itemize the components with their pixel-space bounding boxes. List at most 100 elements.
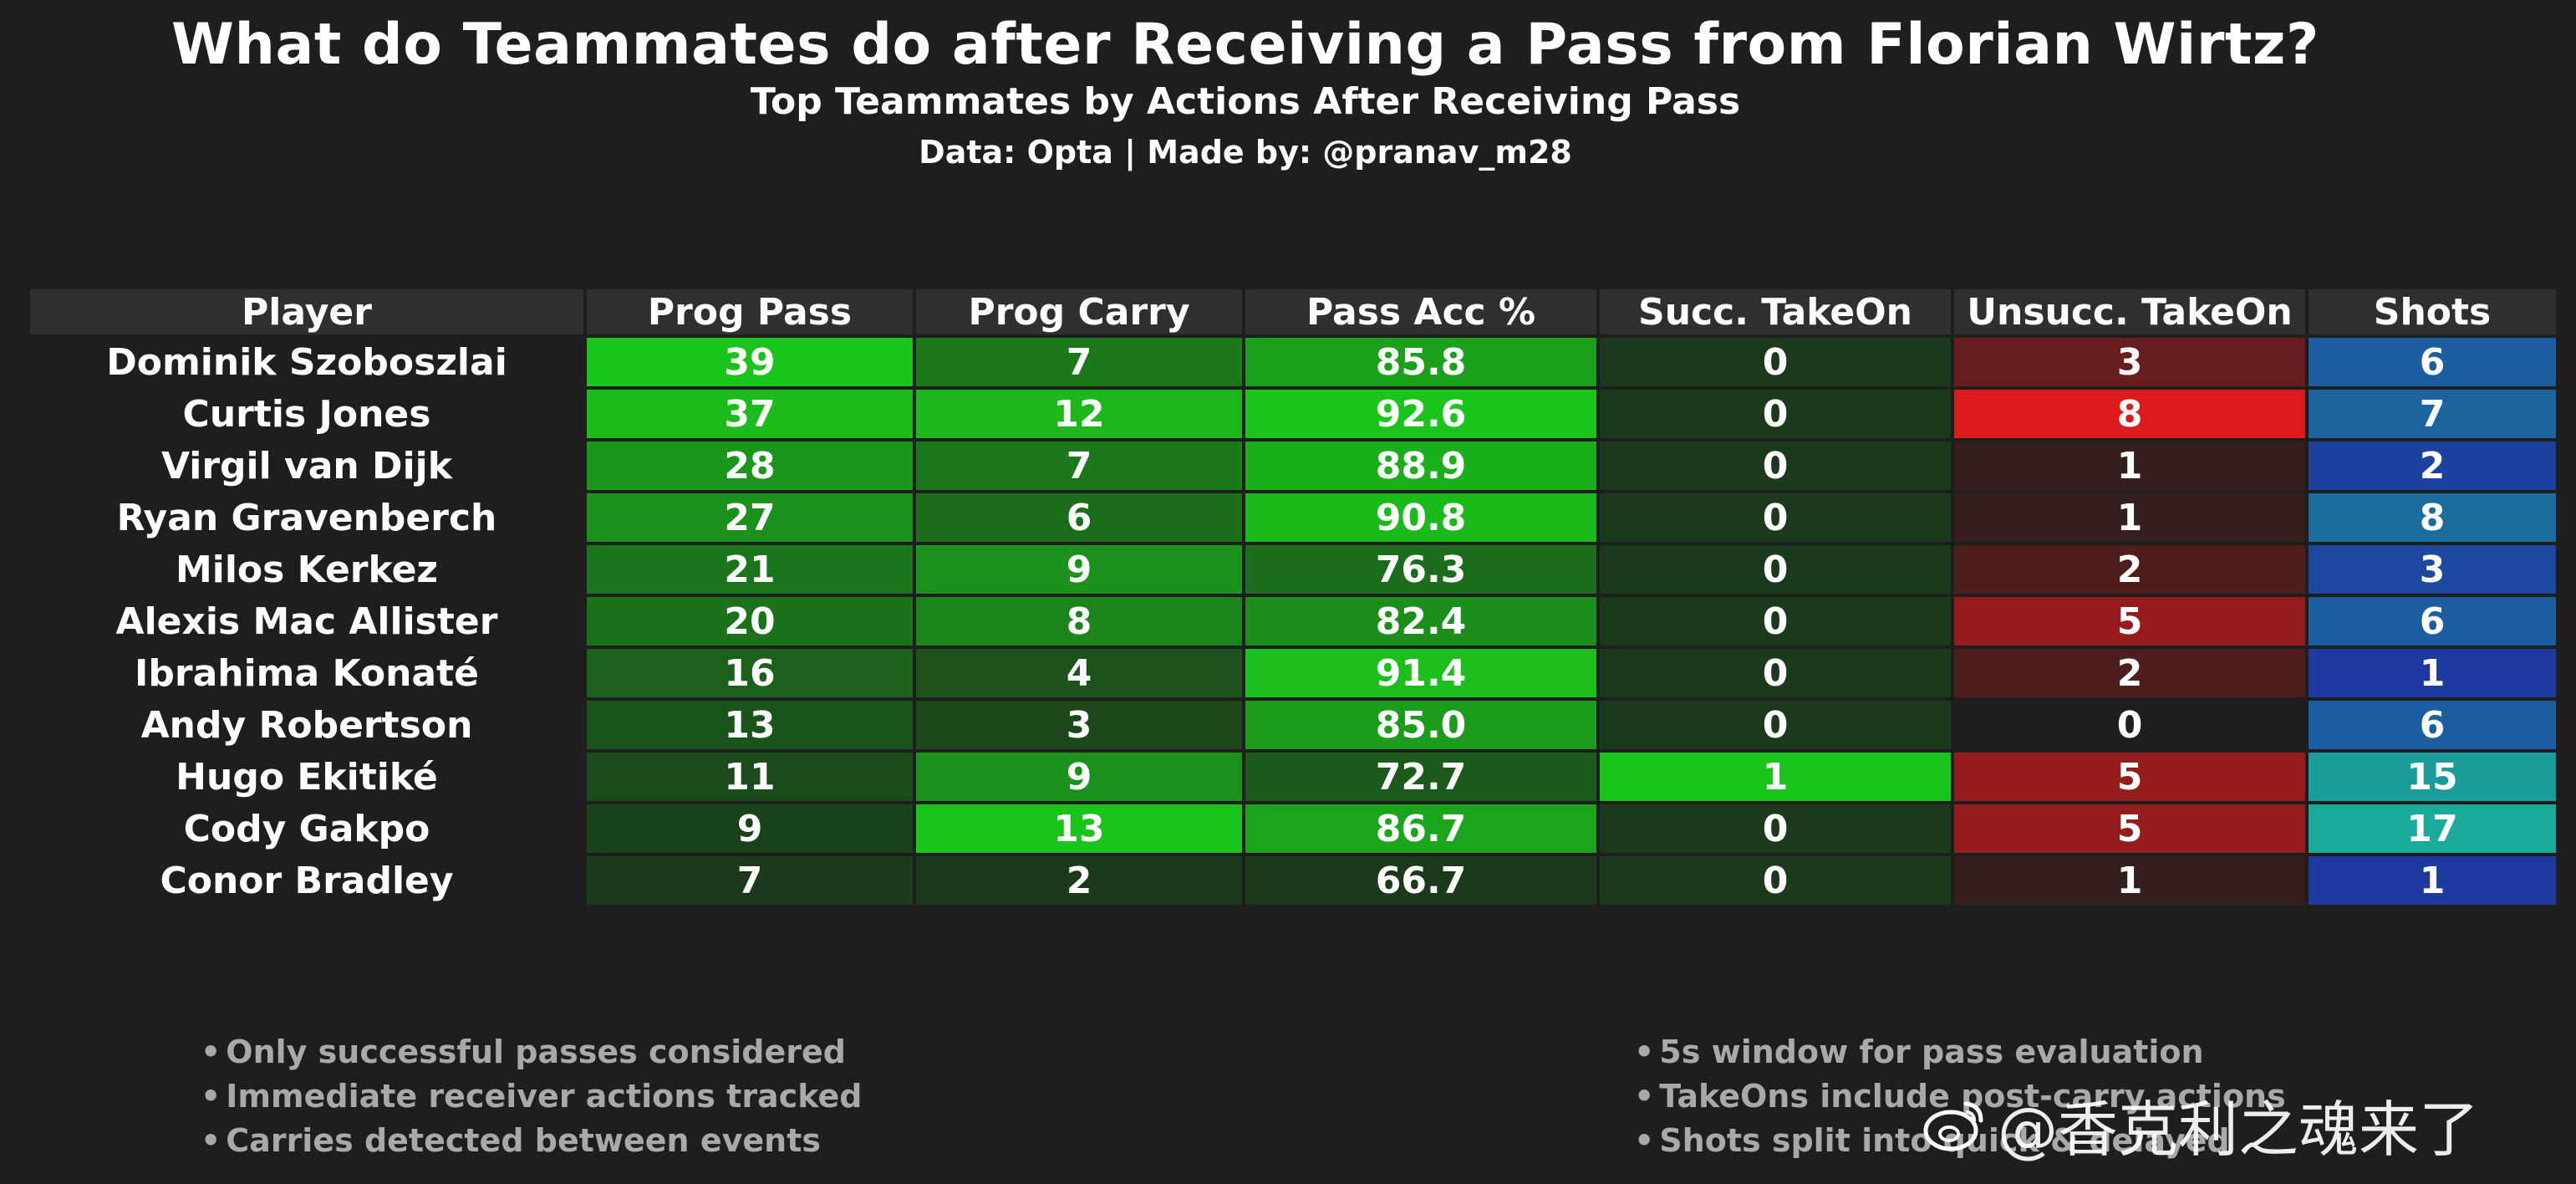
col-header-pass-acc: Pass Acc % <box>1245 289 1596 334</box>
player-name: Alexis Mac Allister <box>115 600 498 643</box>
col-header-succ-takeon: Succ. TakeOn <box>1600 289 1951 334</box>
cell-shots: 17 <box>2309 804 2556 853</box>
cell-prog-pass: 20 <box>587 597 913 646</box>
table-row: Cody Gakpo 9 13 86.7 0 5 17 <box>30 804 2556 853</box>
cell-pass-acc: 76.3 <box>1245 545 1596 594</box>
cell-pass-acc: 82.4 <box>1245 597 1596 646</box>
table-row: Curtis Jones 37 12 92.6 0 8 7 <box>30 390 2556 438</box>
cell-prog-pass: 27 <box>587 493 913 542</box>
bullet-icon: • <box>201 1033 221 1070</box>
bullet-icon: • <box>201 1122 221 1159</box>
player-name: Ryan Gravenberch <box>116 496 497 539</box>
cell-prog-carry: 8 <box>916 597 1242 646</box>
cell-unsucc-takeon: 2 <box>1954 649 2305 697</box>
player-name: Hugo Ekitiké <box>176 755 438 799</box>
cell-succ-takeon: 0 <box>1600 804 1951 853</box>
note-item: • Immediate receiver actions tracked <box>201 1078 863 1115</box>
cell-pass-acc: 91.4 <box>1245 649 1596 697</box>
note-item: • Only successful passes considered <box>201 1033 846 1070</box>
cell-unsucc-takeon: 8 <box>1954 390 2305 438</box>
cell-prog-pass: 28 <box>587 441 913 490</box>
cell-prog-pass: 7 <box>587 856 913 905</box>
cell-prog-pass: 11 <box>587 753 913 801</box>
cell-unsucc-takeon: 3 <box>1954 338 2305 386</box>
cell-succ-takeon: 0 <box>1600 390 1951 438</box>
player-name: Andy Robertson <box>140 703 473 747</box>
cell-shots: 6 <box>2309 338 2556 386</box>
table-row: Dominik Szoboszlai 39 7 85.8 0 3 6 <box>30 338 2556 386</box>
player-name: Virgil van Dijk <box>160 444 452 487</box>
table-row: Andy Robertson 13 3 85.0 0 0 6 <box>30 701 2556 749</box>
cell-succ-takeon: 0 <box>1600 441 1951 490</box>
table-row: Conor Bradley 7 2 66.7 0 1 1 <box>30 856 2556 905</box>
chart-credit: Data: Opta | Made by: @pranav_m28 <box>919 134 1572 171</box>
cell-pass-acc: 88.9 <box>1245 441 1596 490</box>
cell-unsucc-takeon: 1 <box>1954 441 2305 490</box>
cell-unsucc-takeon: 1 <box>1954 856 2305 905</box>
cell-unsucc-takeon: 5 <box>1954 753 2305 801</box>
cell-prog-pass: 37 <box>587 390 913 438</box>
cell-unsucc-takeon: 5 <box>1954 804 2305 853</box>
cell-unsucc-takeon: 0 <box>1954 701 2305 749</box>
cell-prog-carry: 4 <box>916 649 1242 697</box>
cell-shots: 6 <box>2309 597 2556 646</box>
col-header-prog-carry: Prog Carry <box>916 289 1242 334</box>
cell-shots: 15 <box>2309 753 2556 801</box>
bullet-icon: • <box>1634 1033 1655 1070</box>
cell-succ-takeon: 0 <box>1600 856 1951 905</box>
table-row: Alexis Mac Allister 20 8 82.4 0 5 6 <box>30 597 2556 646</box>
note-item: • Carries detected between events <box>201 1122 821 1159</box>
cell-succ-takeon: 0 <box>1600 597 1951 646</box>
player-name: Milos Kerkez <box>175 548 439 591</box>
player-name: Ibrahima Konaté <box>135 651 479 695</box>
note-item: • TakeOns include post-carry actions <box>1634 1078 2286 1115</box>
col-header-prog-pass: Prog Pass <box>587 289 913 334</box>
cell-pass-acc: 72.7 <box>1245 753 1596 801</box>
cell-succ-takeon: 0 <box>1600 545 1951 594</box>
cell-prog-carry: 3 <box>916 701 1242 749</box>
cell-shots: 6 <box>2309 701 2556 749</box>
cell-succ-takeon: 0 <box>1600 493 1951 542</box>
cell-unsucc-takeon: 2 <box>1954 545 2305 594</box>
player-name: Curtis Jones <box>182 392 431 436</box>
cell-prog-carry: 9 <box>916 545 1242 594</box>
table-row: Milos Kerkez 21 9 76.3 0 2 3 <box>30 545 2556 594</box>
cell-shots: 7 <box>2309 390 2556 438</box>
cell-prog-pass: 21 <box>587 545 913 594</box>
chart-title: What do Teammates do after Receiving a P… <box>171 12 2319 78</box>
cell-prog-carry: 7 <box>916 441 1242 490</box>
weibo-icon <box>1923 1101 1983 1151</box>
cell-succ-takeon: 0 <box>1600 649 1951 697</box>
cell-prog-carry: 2 <box>916 856 1242 905</box>
cell-pass-acc: 66.7 <box>1245 856 1596 905</box>
col-header-unsucc-takeon: Unsucc. TakeOn <box>1954 289 2305 334</box>
cell-prog-pass: 9 <box>587 804 913 853</box>
player-name: Cody Gakpo <box>183 807 430 850</box>
bullet-icon: • <box>1634 1122 1655 1159</box>
notes-left: • Only successful passes considered • Imme… <box>201 1030 862 1163</box>
cell-pass-acc: 92.6 <box>1245 390 1596 438</box>
cell-prog-carry: 12 <box>916 390 1242 438</box>
cell-prog-pass: 39 <box>587 338 913 386</box>
table-row: Ryan Gravenberch 27 6 90.8 0 1 8 <box>30 493 2556 542</box>
cell-shots: 8 <box>2309 493 2556 542</box>
cell-shots: 1 <box>2309 649 2556 697</box>
cell-pass-acc: 86.7 <box>1245 804 1596 853</box>
cell-pass-acc: 85.0 <box>1245 701 1596 749</box>
table-row: Hugo Ekitiké 11 9 72.7 1 5 15 <box>30 753 2556 801</box>
cell-pass-acc: 90.8 <box>1245 493 1596 542</box>
note-item: • 5s window for pass evaluation <box>1634 1033 2204 1070</box>
cell-prog-carry: 6 <box>916 493 1242 542</box>
cell-prog-pass: 13 <box>587 701 913 749</box>
player-name: Dominik Szoboszlai <box>106 340 507 384</box>
table-row: Ibrahima Konaté 16 4 91.4 0 2 1 <box>30 649 2556 697</box>
cell-succ-takeon: 1 <box>1600 753 1951 801</box>
cell-succ-takeon: 0 <box>1600 338 1951 386</box>
cell-prog-carry: 9 <box>916 753 1242 801</box>
bullet-icon: • <box>1634 1078 1655 1115</box>
col-header-player: Player <box>30 289 583 334</box>
cell-prog-pass: 16 <box>587 649 913 697</box>
stats-table: Player Prog Pass Prog Carry Pass Acc % S… <box>27 286 2559 908</box>
cell-succ-takeon: 0 <box>1600 701 1951 749</box>
cell-prog-carry: 13 <box>916 804 1242 853</box>
